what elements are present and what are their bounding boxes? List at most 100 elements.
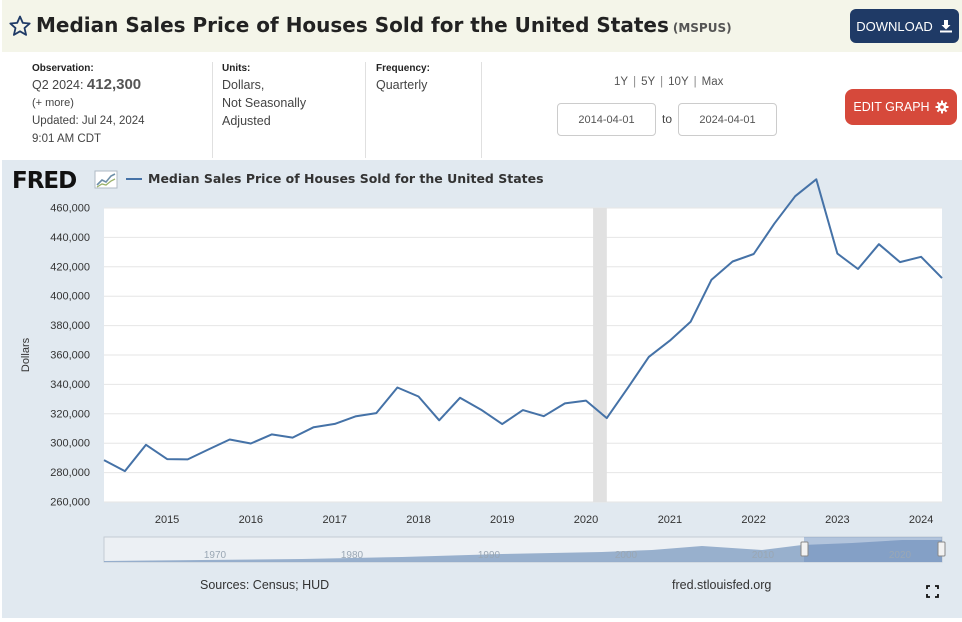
fred-logo-text: FRED	[12, 168, 77, 194]
x-tick-label: 2024	[909, 514, 933, 526]
y-tick-label: 440,000	[50, 232, 90, 244]
data-point[interactable]	[227, 437, 232, 442]
gear-icon	[935, 100, 949, 114]
updated-date: Jul 24, 2024	[81, 115, 145, 127]
legend-line-swatch	[126, 177, 142, 180]
y-tick-label: 380,000	[50, 320, 90, 332]
navigator-year-label: 1980	[341, 550, 364, 561]
data-point[interactable]	[248, 441, 253, 446]
y-tick-label: 360,000	[50, 350, 90, 362]
data-point[interactable]	[876, 242, 881, 247]
observation-block: Observation: Q2 2024: 412,300 (+ more) U…	[32, 62, 212, 148]
y-tick-label: 400,000	[50, 291, 90, 303]
data-point[interactable]	[562, 401, 567, 406]
chart-legend: Median Sales Price of Houses Sold for th…	[126, 171, 544, 186]
data-point[interactable]	[374, 411, 379, 416]
updated-line: Updated: Jul 24, 2024	[32, 112, 212, 130]
series-id: (MSPUS)	[672, 21, 732, 35]
data-point[interactable]	[437, 418, 442, 423]
fullscreen-icon[interactable]	[926, 585, 939, 598]
series-metadata: Observation: Q2 2024: 412,300 (+ more) U…	[0, 60, 962, 160]
data-point[interactable]	[667, 338, 672, 343]
data-point[interactable]	[520, 408, 525, 413]
data-point[interactable]	[751, 252, 756, 257]
divider	[212, 62, 213, 158]
navigator-year-label: 2000	[615, 550, 638, 561]
star-icon[interactable]	[8, 14, 32, 38]
navigator-left-handle[interactable]	[800, 541, 809, 557]
data-point[interactable]	[709, 277, 714, 282]
data-point[interactable]	[458, 395, 463, 400]
edit-graph-label: EDIT GRAPH	[853, 100, 930, 114]
sources-text: Sources: Census; HUD	[200, 578, 330, 592]
data-point[interactable]	[919, 254, 924, 259]
x-tick-label: 2020	[574, 514, 598, 526]
y-tick-label: 320,000	[50, 408, 90, 420]
data-point[interactable]	[165, 457, 170, 462]
page-title: Median Sales Price of Houses Sold for th…	[36, 13, 732, 37]
updated-label: Updated:	[32, 115, 79, 127]
data-point[interactable]	[646, 354, 651, 359]
y-tick-label: 340,000	[50, 379, 90, 391]
end-date-input[interactable]: 2024-04-01	[678, 103, 777, 136]
data-point[interactable]	[898, 260, 903, 265]
data-point[interactable]	[604, 416, 609, 421]
frequency-block: Frequency: Quarterly	[376, 62, 476, 94]
site-link[interactable]: fred.stlouisfed.org	[672, 578, 772, 592]
data-point[interactable]	[772, 221, 777, 226]
edit-graph-button[interactable]: EDIT GRAPH	[845, 89, 957, 125]
data-point[interactable]	[583, 398, 588, 403]
start-date-input[interactable]: 2014-04-01	[557, 103, 656, 136]
y-tick-label: 260,000	[50, 497, 90, 509]
range-navigator[interactable]: 1970 1980 1990 2000 2010 2020	[103, 536, 946, 563]
data-point[interactable]	[856, 267, 861, 272]
y-tick-label: 460,000	[50, 203, 90, 215]
data-point[interactable]	[793, 194, 798, 199]
data-point[interactable]	[416, 394, 421, 399]
data-point[interactable]	[206, 447, 211, 452]
range-10y[interactable]: 10Y	[668, 76, 689, 88]
range-max[interactable]: Max	[701, 76, 724, 88]
data-point[interactable]	[290, 435, 295, 440]
x-tick-label: 2016	[239, 514, 263, 526]
fred-logo: FRED	[12, 168, 77, 194]
navigator-year-label: 1990	[478, 550, 501, 561]
data-point[interactable]	[332, 421, 337, 426]
divider	[481, 62, 482, 158]
observation-value: 412,300	[86, 76, 142, 93]
navigator-year-label: 2010	[752, 550, 775, 561]
more-link[interactable]: (+ more)	[32, 97, 74, 109]
data-point[interactable]	[625, 386, 630, 391]
data-point[interactable]	[102, 458, 107, 463]
y-axis-label: Dollars	[20, 337, 32, 372]
units-line-2: Not Seasonally	[222, 96, 307, 110]
title-bar: Median Sales Price of Houses Sold for th…	[2, 0, 962, 52]
range-selector: 1Y | 5Y | 10Y | Max	[614, 76, 724, 88]
series-line[interactable]	[103, 178, 943, 473]
observation-period: Q2 2024:	[32, 78, 84, 92]
to-label: to	[662, 112, 673, 126]
download-label: DOWNLOAD	[856, 18, 933, 34]
data-point[interactable]	[730, 259, 735, 264]
data-point[interactable]	[940, 276, 945, 281]
data-point[interactable]	[185, 457, 190, 462]
x-tick-label: 2018	[406, 514, 430, 526]
data-point[interactable]	[688, 319, 693, 324]
data-point[interactable]	[500, 422, 505, 427]
data-point[interactable]	[122, 469, 127, 474]
navigator-selection[interactable]	[804, 537, 942, 562]
navigator-series	[104, 540, 942, 562]
navigator-right-handle[interactable]	[937, 541, 946, 557]
data-point[interactable]	[269, 432, 274, 437]
range-5y[interactable]: 5Y	[641, 76, 656, 88]
data-point[interactable]	[395, 385, 400, 390]
range-1y[interactable]: 1Y	[614, 76, 629, 88]
data-point[interactable]	[143, 442, 148, 447]
download-button[interactable]: DOWNLOAD	[850, 9, 959, 43]
data-point[interactable]	[353, 414, 358, 419]
data-point[interactable]	[835, 251, 840, 256]
data-point[interactable]	[479, 407, 484, 412]
data-point[interactable]	[541, 414, 546, 419]
data-point[interactable]	[311, 425, 316, 430]
data-point[interactable]	[814, 177, 819, 182]
